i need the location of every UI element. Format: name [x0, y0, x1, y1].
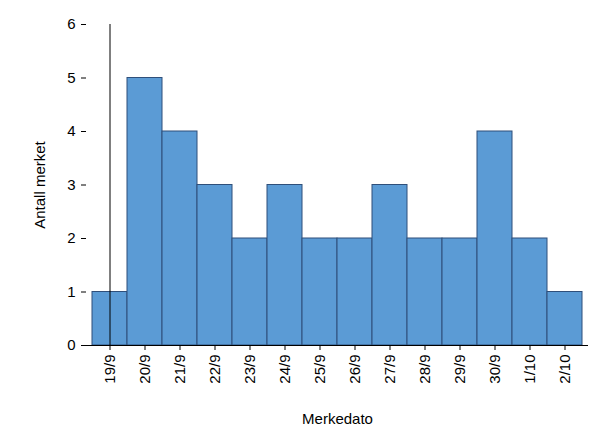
svg-text:1: 1	[67, 283, 75, 300]
svg-text:21/9: 21/9	[171, 355, 188, 384]
svg-text:28/9: 28/9	[416, 355, 433, 384]
svg-text:Antall merket: Antall merket	[31, 140, 48, 228]
svg-text:0: 0	[67, 336, 75, 353]
svg-text:29/9: 29/9	[451, 355, 468, 384]
svg-text:27/9: 27/9	[381, 355, 398, 384]
svg-text:2: 2	[67, 229, 75, 246]
svg-text:24/9: 24/9	[276, 355, 293, 384]
svg-text:20/9: 20/9	[136, 355, 153, 384]
svg-text:3: 3	[67, 176, 75, 193]
svg-text:1/10: 1/10	[521, 355, 538, 384]
svg-text:19/9: 19/9	[101, 355, 118, 384]
svg-text:4: 4	[67, 122, 75, 139]
svg-text:23/9: 23/9	[241, 355, 258, 384]
svg-text:22/9: 22/9	[206, 355, 223, 384]
svg-text:Merkedato: Merkedato	[302, 410, 373, 427]
svg-text:2/10: 2/10	[556, 355, 573, 384]
svg-text:25/9: 25/9	[311, 355, 328, 384]
svg-text:26/9: 26/9	[346, 355, 363, 384]
svg-text:5: 5	[67, 69, 75, 86]
svg-text:30/9: 30/9	[486, 355, 503, 384]
svg-text:6: 6	[67, 15, 75, 32]
